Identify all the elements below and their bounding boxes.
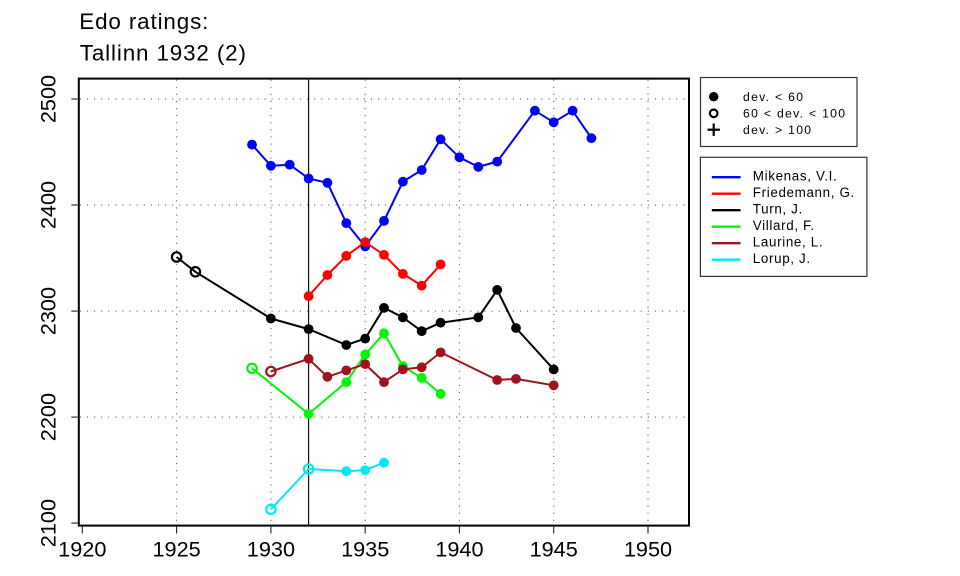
svg-text:1945: 1945 bbox=[530, 536, 578, 561]
svg-text:2400: 2400 bbox=[35, 181, 60, 229]
svg-text:1935: 1935 bbox=[341, 536, 389, 561]
svg-text:1950: 1950 bbox=[624, 536, 672, 561]
svg-text:2300: 2300 bbox=[35, 287, 60, 335]
svg-text:dev. < 60: dev. < 60 bbox=[743, 90, 804, 104]
svg-text:Friedemann, G.: Friedemann, G. bbox=[753, 185, 855, 200]
svg-text:Tallinn 1932 (2): Tallinn 1932 (2) bbox=[80, 40, 247, 65]
svg-text:60 < dev. < 100: 60 < dev. < 100 bbox=[743, 106, 846, 120]
svg-text:Edo ratings:: Edo ratings: bbox=[79, 9, 209, 34]
svg-text:dev. > 100: dev. > 100 bbox=[743, 123, 812, 137]
svg-text:1925: 1925 bbox=[152, 536, 200, 561]
svg-text:Villard, F.: Villard, F. bbox=[753, 218, 815, 233]
svg-text:Lorup, J.: Lorup, J. bbox=[753, 251, 811, 266]
svg-text:1940: 1940 bbox=[435, 536, 483, 561]
svg-text:Turn, J.: Turn, J. bbox=[753, 202, 803, 217]
svg-text:1920: 1920 bbox=[58, 536, 106, 561]
svg-text:1930: 1930 bbox=[247, 536, 295, 561]
svg-text:Laurine, L.: Laurine, L. bbox=[753, 235, 823, 250]
svg-text:2200: 2200 bbox=[35, 393, 60, 441]
svg-text:Mikenas, V.I.: Mikenas, V.I. bbox=[753, 169, 838, 184]
svg-text:2100: 2100 bbox=[35, 499, 60, 547]
svg-text:2500: 2500 bbox=[35, 75, 60, 123]
